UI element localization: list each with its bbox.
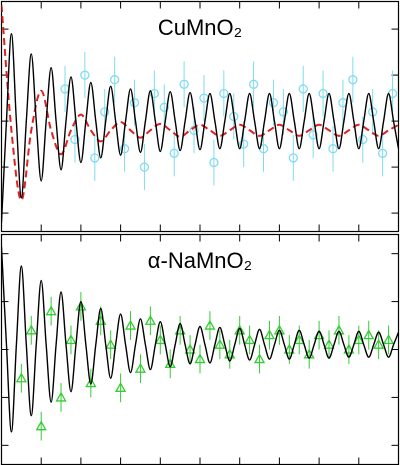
- marker: [293, 334, 305, 345]
- marker: [353, 334, 365, 345]
- marker: [318, 88, 328, 99]
- marker: [55, 391, 67, 402]
- marker: [169, 148, 179, 158]
- marker: [278, 107, 289, 117]
- marker: [298, 84, 308, 94]
- marker: [209, 157, 219, 168]
- marker: [194, 353, 206, 364]
- marker: [253, 353, 266, 364]
- marker: [124, 319, 137, 330]
- marker: [268, 98, 279, 108]
- marker: [234, 324, 246, 335]
- marker: [105, 338, 117, 349]
- marker: [129, 98, 140, 108]
- marker: [239, 139, 249, 149]
- marker: [373, 338, 385, 349]
- marker: [179, 79, 189, 89]
- dashed-line: [1, 5, 399, 202]
- marker: [15, 372, 27, 383]
- marker: [100, 107, 110, 117]
- marker: [288, 153, 298, 163]
- marker: [80, 70, 90, 80]
- marker: [85, 377, 97, 388]
- marker: [70, 134, 80, 145]
- marker: [25, 324, 37, 335]
- marker: [358, 134, 368, 145]
- marker: [134, 362, 147, 373]
- marker: [323, 338, 335, 349]
- marker: [154, 334, 166, 345]
- marker: [343, 343, 355, 354]
- fit-line: [1, 32, 399, 223]
- marker: [308, 130, 318, 140]
- marker: [119, 144, 130, 154]
- marker: [377, 148, 388, 158]
- marker: [363, 329, 375, 340]
- marker: [382, 334, 395, 345]
- marker: [204, 319, 216, 330]
- marker: [328, 144, 338, 154]
- chart-title: α-NaMnO₂: [148, 248, 252, 273]
- chart-title: CuMnO₂: [158, 15, 242, 40]
- marker: [244, 334, 256, 345]
- marker: [273, 324, 286, 335]
- marker: [65, 334, 77, 345]
- marker: [348, 75, 358, 85]
- marker: [184, 343, 196, 354]
- marker: [149, 88, 159, 99]
- marker: [263, 329, 276, 340]
- marker: [45, 305, 57, 316]
- marker: [283, 343, 295, 354]
- marker: [109, 75, 120, 85]
- marker: [219, 88, 229, 99]
- marker: [159, 102, 169, 112]
- marker: [139, 162, 150, 172]
- marker: [35, 420, 47, 431]
- marker: [90, 153, 100, 163]
- marker: [144, 314, 156, 325]
- fit-line: [1, 246, 399, 433]
- marker: [75, 300, 87, 311]
- marker: [214, 338, 226, 349]
- marker: [248, 79, 259, 89]
- marker: [114, 382, 127, 392]
- marker: [333, 324, 345, 335]
